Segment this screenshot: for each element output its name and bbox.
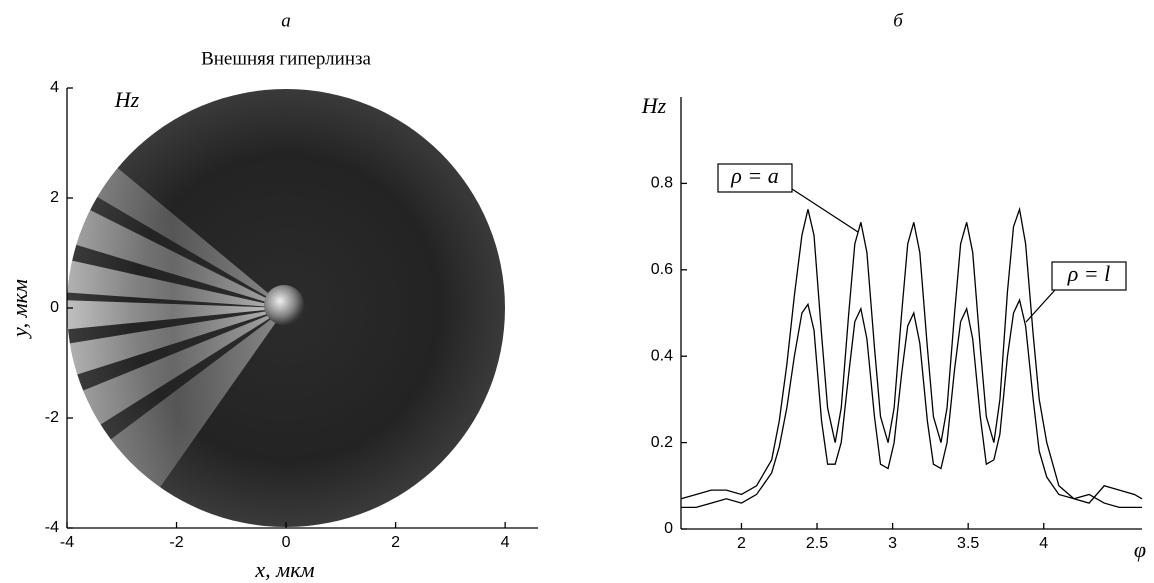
leader-line: [1025, 289, 1056, 323]
annotation-a: ρ = a: [717, 163, 859, 233]
chart-title: Внешняя гиперлинза: [201, 48, 371, 69]
x-tick-label: 4: [501, 534, 510, 551]
leader-line: [791, 188, 859, 233]
y-tick-label: -2: [45, 409, 59, 426]
y-tick-label: -4: [45, 519, 59, 536]
x-tick-label: -2: [169, 534, 183, 551]
x-tick-label: 4: [1039, 535, 1048, 552]
data-line: [681, 298, 1142, 509]
x-tick-label: 0: [282, 534, 291, 551]
annotation-l: ρ = l: [1025, 261, 1127, 323]
label-box: [1051, 261, 1127, 291]
x-tick-label: 2.5: [806, 535, 828, 552]
y-tick-label: 0.2: [651, 434, 673, 451]
y-tick-label: 0: [50, 299, 59, 316]
x-tick-label: -4: [60, 534, 74, 551]
field-annotation: Hz: [114, 87, 140, 112]
field-image: [67, 89, 505, 527]
x-tick-label: 3: [888, 535, 897, 552]
y-tick-label: 2: [50, 189, 59, 206]
y-tick-label: 0.6: [651, 261, 673, 278]
y-axis-label: y, мкм: [7, 279, 32, 339]
series-label: ρ = a: [730, 163, 778, 188]
panel-label: б: [893, 10, 904, 31]
label-box: [717, 163, 793, 193]
x-tick-label: 2: [391, 534, 400, 551]
x-tick-label: 2: [737, 535, 746, 552]
x-axis-label: x, мкм: [254, 557, 314, 582]
series-label: ρ = l: [1067, 261, 1111, 286]
y-tick-label: 0.8: [651, 175, 673, 192]
x-tick-label: 3.5: [957, 535, 979, 552]
panel-label: а: [281, 10, 291, 31]
y-tick-label: 0: [664, 520, 673, 537]
data-line: [680, 206, 1143, 504]
y-axis-label: Hz: [641, 93, 667, 118]
x-axis-label: φ: [1134, 537, 1146, 562]
lens-core: [264, 285, 304, 325]
y-tick-label: 4: [50, 79, 59, 96]
y-tick-label: 0.4: [651, 347, 673, 364]
